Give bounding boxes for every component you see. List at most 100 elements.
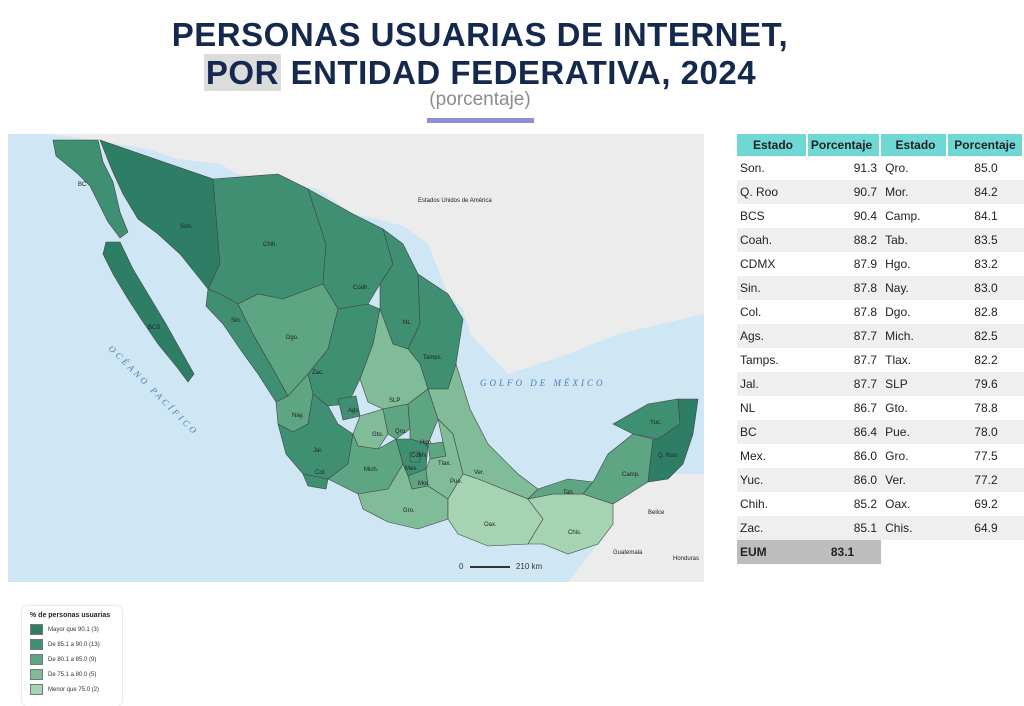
table-row: Coah. 88.2 Tab. 83.5 [737, 228, 1024, 252]
table-row: Ags. 87.7 Mich. 82.5 [737, 324, 1024, 348]
percentage-cell: 86.0 [808, 468, 882, 492]
legend-swatch [30, 624, 43, 635]
state-label: Zac. [312, 370, 324, 376]
state-slp [359, 307, 429, 410]
legend-swatch [30, 669, 43, 680]
state-label: Hgo. [420, 440, 433, 446]
table-row: Jal. 87.7 SLP 79.6 [737, 372, 1024, 396]
state-label: Tlax. [438, 461, 451, 467]
table-row: Col. 87.8 Dgo. 82.8 [737, 300, 1024, 324]
table-row: Son. 91.3 Qro. 85.0 [737, 156, 1024, 180]
percentage-cell: 86.0 [853, 449, 878, 463]
table-row: BC 86.4 Pue. 78.0 [737, 420, 1024, 444]
map-legend: % de personas usuarias Mayor que 90.1 (3… [22, 606, 122, 706]
usa-land [8, 134, 704, 374]
legend-item: Mayor que 90.1 (3) [30, 624, 114, 635]
percentage-cell: 87.7 [808, 372, 882, 396]
central-america-land [568, 474, 704, 582]
state-cell: Sin. [737, 276, 808, 300]
state-cell: Tab. [881, 228, 948, 252]
percentage-cell: 83.0 [947, 276, 1024, 300]
map-canvas: Estados Unidos de América GOLFO DE MÉXIC… [8, 134, 704, 582]
state-label: BC [78, 182, 87, 188]
table-header: Porcentaje [808, 134, 882, 156]
state-label: Ver. [474, 470, 485, 476]
title-rest: ENTIDAD FEDERATIVA, 2024 [280, 54, 757, 91]
state-label: Nay. [292, 413, 304, 419]
legend-label: De 85.1 a 90.0 (13) [48, 641, 100, 648]
state-cell: Col. [740, 305, 762, 319]
state-chih [207, 173, 327, 305]
state-cell: CDMX [740, 257, 776, 271]
table-row: Mex. 86.0 Gro. 77.5 [737, 444, 1024, 468]
percentage-cell: 86.7 [853, 401, 878, 415]
state-cell: Mich. [881, 324, 948, 348]
guatemala-label: Guatemala [613, 550, 643, 556]
state-cell: SLP [881, 372, 948, 396]
table-row: Q. Roo 90.7 Mor. 84.2 [737, 180, 1024, 204]
state-label: Jal. [313, 448, 323, 454]
state-cell: Yuc. [737, 468, 808, 492]
state-cell: Gro. [885, 449, 909, 463]
state-coah [307, 188, 394, 310]
state-cell: Tamps. [740, 353, 779, 367]
state-label: Col. [315, 470, 326, 476]
percentage-cell: 87.9 [853, 257, 878, 271]
percentage-cell: 64.9 [947, 516, 1024, 540]
state-cell: Mex. [740, 449, 767, 463]
state-bcs [102, 241, 195, 383]
state-label: BCS [148, 325, 160, 331]
state-label: SLP [389, 398, 400, 404]
percentage-cell: 85.0 [974, 161, 998, 175]
state-cell: Ver. [881, 468, 948, 492]
usa-label: Estados Unidos de América [418, 198, 492, 204]
state-label: Chih. [263, 242, 277, 248]
title-line-1: PERSONAS USUARIAS DE INTERNET, [171, 16, 789, 53]
legend-label: Mayor que 90.1 (3) [48, 626, 99, 633]
percentage-cell: 78.0 [947, 420, 1024, 444]
state-cell: Chih. [740, 497, 769, 511]
table-row: Sin. 87.8 Nay. 83.0 [737, 276, 1024, 300]
state-cdmx [409, 451, 421, 463]
table-header: Estado [881, 134, 948, 156]
total-label: EUM [737, 540, 808, 564]
percentage-cell: 91.3 [853, 161, 878, 175]
percentage-cell: 85.2 [853, 497, 878, 511]
table-body: Son. 91.3 Qro. 85.0 Q. Roo 90.7 Mor. 84.2 BCS 90.… [737, 156, 1024, 564]
scale-label: 210 km [515, 562, 543, 571]
state-cell: Ags. [737, 324, 808, 348]
percentage-cell: 84.1 [974, 209, 998, 223]
percentage-cell: 77.5 [974, 449, 998, 463]
state-gro [357, 463, 449, 530]
state-cell: Gto. [885, 401, 908, 415]
state-qroo [647, 398, 699, 483]
state-label: Dgo. [286, 335, 299, 341]
percentage-cell: 69.2 [974, 497, 998, 511]
legend-item: De 75.1 a 80.0 (5) [30, 669, 114, 680]
legend-title: % de personas usuarias [30, 612, 111, 619]
accent-bar [427, 118, 534, 123]
state-qro [382, 403, 411, 440]
percentage-cell: 79.6 [947, 372, 1024, 396]
legend-swatch [30, 684, 43, 695]
percentage-cell: 83.2 [974, 257, 998, 271]
legend-label: De 80.1 a 85.0 (9) [48, 656, 97, 663]
total-row: EUM 83.1 [737, 540, 1024, 564]
state-label: Yuc. [650, 420, 662, 426]
legend-label: Menor que 75.0 (2) [48, 686, 100, 693]
state-label: Qro. [395, 429, 407, 435]
table-row: Tamps. 87.7 Tlax. 82.2 [737, 348, 1024, 372]
percentage-cell: 83.5 [947, 228, 1024, 252]
table-header: Estado [737, 134, 808, 156]
state-cell: Oax. [885, 497, 911, 511]
state-cell: BCS [740, 209, 765, 223]
table-row: Chih. 85.2 Oax. 69.2 [737, 492, 1024, 516]
state-cell: Nay. [881, 276, 948, 300]
percentage-cell: 82.8 [974, 305, 998, 319]
legend-item: Menor que 75.0 (2) [30, 684, 114, 695]
subtitle: (porcentaje) [429, 89, 531, 110]
scale-line [469, 565, 510, 568]
percentage-cell: 90.4 [853, 209, 878, 223]
state-label: NL [403, 320, 411, 326]
state-cell: Q. Roo [737, 180, 808, 204]
